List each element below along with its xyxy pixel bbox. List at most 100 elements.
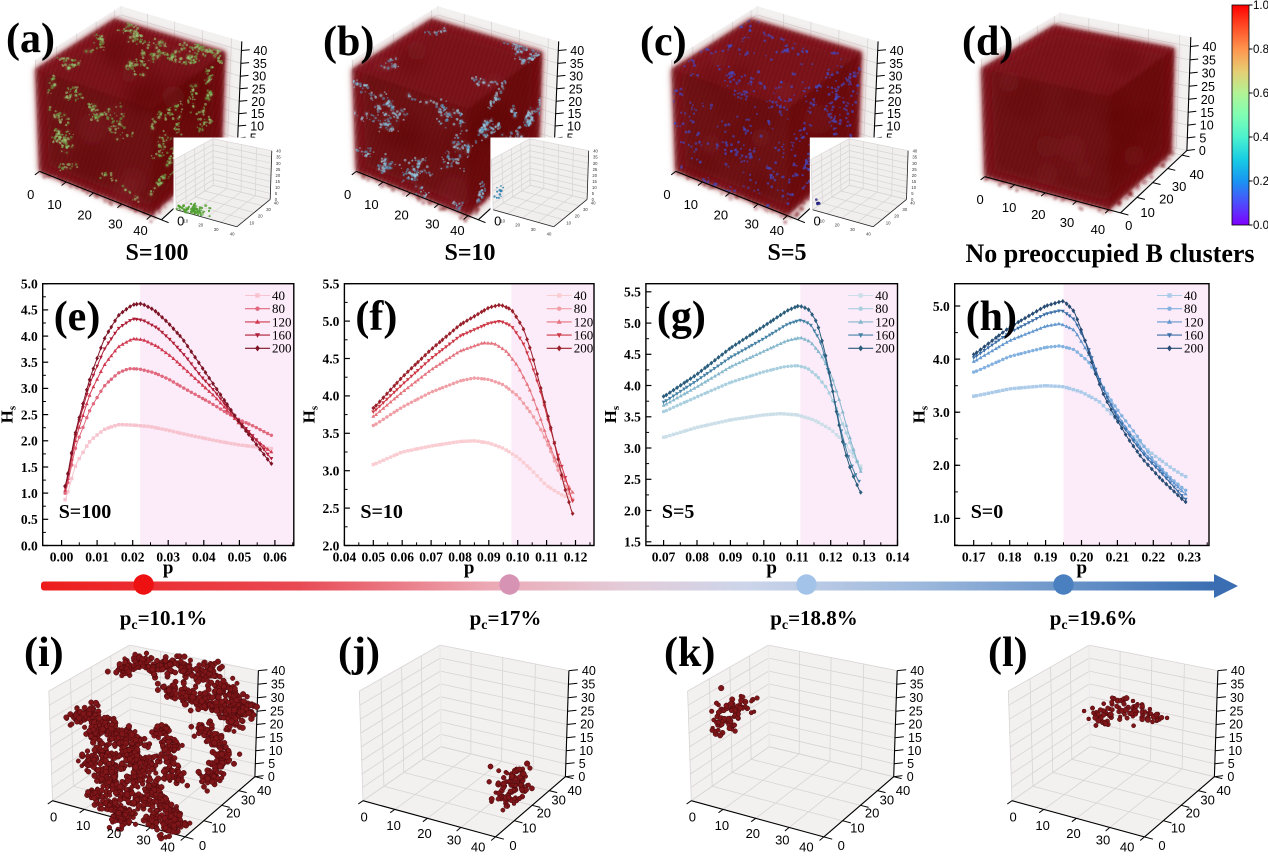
- svg-text:15: 15: [912, 179, 917, 184]
- svg-text:3.5: 3.5: [624, 410, 641, 425]
- svg-text:30: 30: [1202, 67, 1216, 81]
- svg-text:(g): (g): [657, 294, 706, 340]
- svg-text:1.5: 1.5: [624, 535, 641, 550]
- svg-text:0.23: 0.23: [1177, 550, 1201, 565]
- svg-text:0.13: 0.13: [852, 550, 876, 565]
- svg-text:20: 20: [568, 95, 582, 109]
- svg-text:2.0: 2.0: [323, 538, 340, 553]
- svg-text:(f): (f): [355, 294, 397, 340]
- svg-text:0.07: 0.07: [419, 550, 443, 565]
- svg-text:4.0: 4.0: [624, 378, 641, 393]
- svg-text:40: 40: [1203, 40, 1217, 54]
- svg-text:30: 30: [214, 227, 219, 232]
- svg-text:2.5: 2.5: [323, 501, 340, 516]
- svg-text:3.0: 3.0: [624, 441, 641, 456]
- svg-text:10: 10: [249, 220, 254, 225]
- svg-text:15: 15: [887, 107, 901, 121]
- svg-text:10: 10: [911, 185, 916, 190]
- svg-text:20: 20: [198, 223, 203, 228]
- svg-text:20: 20: [575, 214, 580, 219]
- svg-text:40: 40: [450, 223, 464, 238]
- svg-text:1.0: 1.0: [933, 511, 950, 526]
- svg-text:0: 0: [663, 187, 670, 202]
- svg-text:3.0: 3.0: [323, 464, 340, 479]
- svg-text:0.2: 0.2: [1253, 176, 1268, 188]
- svg-text:0.21: 0.21: [1106, 550, 1130, 565]
- svg-text:1.0: 1.0: [1253, 0, 1268, 12]
- svg-text:30: 30: [266, 207, 271, 212]
- svg-text:200: 200: [574, 341, 594, 356]
- svg-text:40: 40: [591, 200, 596, 205]
- svg-text:20: 20: [251, 95, 265, 109]
- svg-text:20: 20: [714, 207, 728, 222]
- svg-text:0.02: 0.02: [121, 550, 145, 565]
- svg-text:15: 15: [592, 179, 597, 184]
- svg-text:Hs: Hs: [0, 405, 19, 423]
- svg-text:25: 25: [276, 167, 281, 172]
- svg-text:2.0: 2.0: [624, 503, 641, 518]
- svg-text:40: 40: [547, 232, 552, 237]
- svg-text:0.0: 0.0: [21, 538, 38, 553]
- svg-text:0.5: 0.5: [21, 512, 38, 527]
- svg-text:25: 25: [569, 82, 583, 96]
- svg-text:20: 20: [888, 95, 902, 109]
- svg-text:10: 10: [886, 220, 891, 225]
- svg-text:20: 20: [276, 173, 281, 178]
- svg-text:30: 30: [252, 70, 266, 84]
- svg-text:S=10: S=10: [444, 240, 495, 266]
- svg-text:No preoccupied B clusters: No preoccupied B clusters: [965, 239, 1254, 268]
- svg-text:(d): (d): [962, 19, 1013, 65]
- svg-text:4.0: 4.0: [933, 352, 950, 367]
- svg-text:40: 40: [913, 148, 918, 153]
- svg-text:3.5: 3.5: [21, 355, 38, 370]
- svg-text:40: 40: [770, 223, 784, 238]
- svg-text:0.4: 0.4: [1253, 132, 1268, 144]
- svg-text:0.14: 0.14: [886, 550, 910, 565]
- svg-text:35: 35: [253, 57, 267, 71]
- svg-text:S=100: S=100: [125, 240, 188, 266]
- svg-text:40: 40: [1189, 167, 1203, 182]
- svg-text:35: 35: [570, 57, 584, 71]
- svg-text:10: 10: [1200, 119, 1214, 133]
- svg-text:(e): (e): [54, 294, 101, 340]
- svg-text:0: 0: [27, 187, 34, 202]
- svg-text:0: 0: [344, 187, 351, 202]
- svg-text:25: 25: [888, 82, 902, 96]
- svg-text:0.09: 0.09: [477, 550, 501, 565]
- svg-text:3.0: 3.0: [933, 405, 950, 420]
- svg-text:3.0: 3.0: [21, 381, 38, 396]
- svg-text:25: 25: [1201, 80, 1215, 94]
- svg-text:1.5: 1.5: [21, 460, 38, 475]
- svg-text:40: 40: [570, 44, 584, 58]
- svg-text:0.09: 0.09: [719, 550, 743, 565]
- svg-text:20: 20: [515, 223, 520, 228]
- svg-text:(a): (a): [6, 16, 55, 62]
- svg-text:2.5: 2.5: [624, 472, 641, 487]
- svg-text:30: 30: [889, 70, 903, 84]
- svg-text:0.06: 0.06: [263, 550, 287, 565]
- svg-text:10: 10: [684, 197, 698, 212]
- svg-text:5: 5: [1199, 131, 1206, 145]
- svg-text:0.6: 0.6: [1253, 88, 1268, 100]
- svg-text:40: 40: [890, 44, 904, 58]
- svg-text:20: 20: [835, 223, 840, 228]
- svg-text:25: 25: [252, 82, 266, 96]
- svg-text:0.05: 0.05: [228, 550, 252, 565]
- svg-text:2.5: 2.5: [21, 407, 38, 422]
- svg-text:10: 10: [47, 197, 61, 212]
- svg-text:15: 15: [251, 107, 265, 121]
- svg-text:S=10: S=10: [360, 501, 403, 523]
- svg-text:0.06: 0.06: [390, 550, 414, 565]
- svg-text:35: 35: [889, 57, 903, 71]
- svg-text:35: 35: [912, 155, 917, 160]
- svg-text:0.8: 0.8: [1253, 44, 1268, 56]
- svg-text:2.0: 2.0: [21, 434, 38, 449]
- svg-text:0: 0: [813, 214, 820, 229]
- svg-text:0.22: 0.22: [1141, 550, 1165, 565]
- svg-text:20: 20: [1201, 93, 1215, 107]
- svg-text:10: 10: [275, 185, 280, 190]
- svg-text:15: 15: [568, 107, 582, 121]
- svg-text:40: 40: [593, 148, 598, 153]
- svg-text:10: 10: [1002, 200, 1016, 215]
- svg-text:0.11: 0.11: [535, 550, 558, 565]
